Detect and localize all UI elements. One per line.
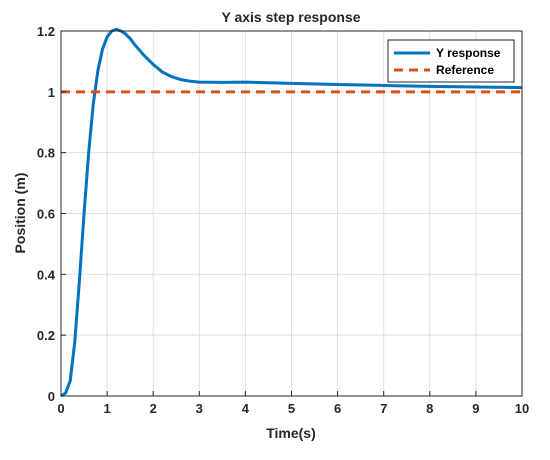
x-tick-label-4: 4 (242, 401, 250, 416)
chart-title: Y axis step response (221, 9, 360, 25)
y-tick-label-0: 0 (48, 389, 55, 404)
y-tick-label-1: 0.2 (37, 328, 55, 343)
x-tick-label-9: 9 (472, 401, 479, 416)
legend-label-reference: Reference (436, 63, 494, 77)
x-tick-label-6: 6 (334, 401, 341, 416)
x-tick-label-2: 2 (150, 401, 157, 416)
series-line-y-response (60, 27, 523, 398)
plot-area: 0 1 2 3 4 5 6 7 8 9 10 0 0.2 0.4 0.6 0.8 1 1.2 (37, 24, 529, 416)
y-tick-label-3: 0.6 (37, 207, 55, 222)
legend-box (387, 39, 515, 83)
x-axis-label: Time(s) (266, 425, 316, 441)
x-tick-label-7: 7 (380, 401, 387, 416)
x-tick-label-3: 3 (196, 401, 203, 416)
x-tick-label-1: 1 (103, 401, 110, 416)
legend-label-y-response: Y response (436, 46, 501, 60)
x-tick-label-8: 8 (426, 401, 433, 416)
y-tick-label-6: 1.2 (37, 24, 55, 39)
y-axis-label: Position (m) (12, 173, 28, 254)
legend: Y response Reference (387, 39, 515, 83)
x-tick-label-5: 5 (288, 401, 295, 416)
x-tick-label-10: 10 (515, 401, 529, 416)
y-tick-label-2: 0.4 (37, 267, 56, 282)
y-tick-label-5: 1 (48, 85, 55, 100)
x-tick-label-0: 0 (57, 401, 64, 416)
y-tick-label-4: 0.8 (37, 146, 55, 161)
